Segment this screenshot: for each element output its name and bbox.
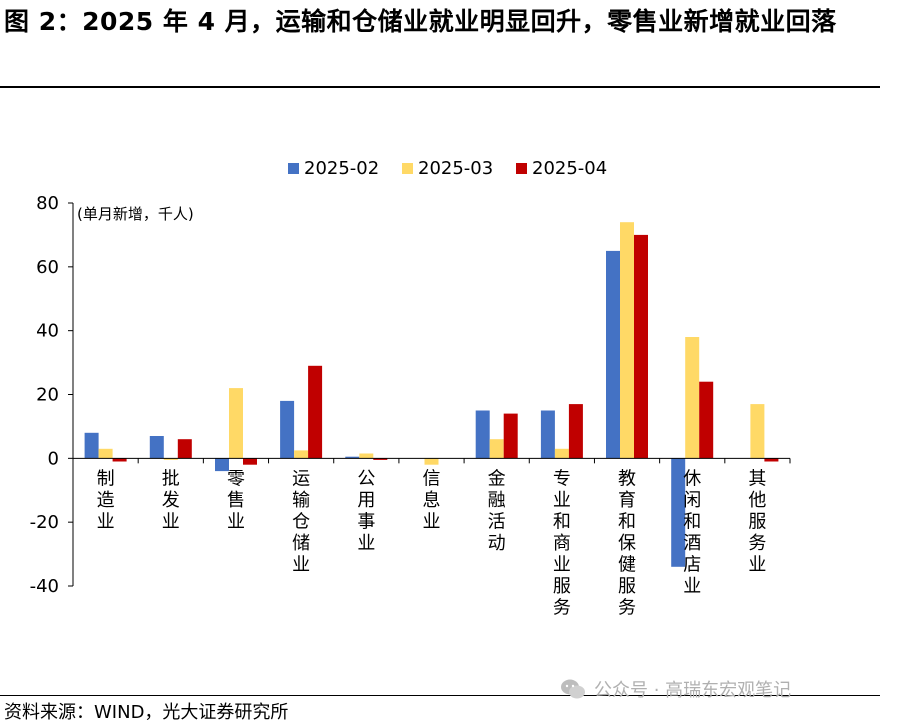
y-tick-label: 0: [48, 448, 59, 469]
category-label: 专业和商业服务: [553, 468, 571, 618]
watermark-text: 公众号 · 高瑞东宏观笔记: [594, 680, 792, 701]
bar-2025-03: [229, 388, 243, 459]
category-label: 公用事业: [357, 468, 375, 554]
bar-2025-04: [243, 458, 257, 465]
title-rule: [0, 86, 880, 88]
bar-2025-04: [634, 234, 648, 459]
bar-2025-04: [373, 458, 388, 460]
legend-label-2025-03: 2025-03: [418, 158, 493, 179]
bar-2025-04: [568, 404, 583, 459]
y-tick-label: 40: [36, 321, 59, 342]
bar-2025-02: [475, 410, 490, 459]
legend-swatch-2025-02: [288, 163, 299, 174]
category-label: 批发业: [162, 468, 180, 532]
category-label: 其他服务业: [748, 468, 766, 575]
category-label: 运输仓储业: [292, 468, 310, 575]
bar-2025-03: [489, 439, 504, 459]
legend-swatch-2025-04: [516, 163, 527, 174]
bar-2025-04: [308, 365, 323, 459]
legend-swatch-2025-03: [402, 163, 413, 174]
source-rule: [0, 695, 880, 696]
category-label: 信息业: [423, 468, 441, 532]
y-tick-label: 20: [36, 385, 59, 406]
bar-2025-02: [345, 456, 360, 459]
category-label: 金融活动: [488, 468, 506, 554]
bar-2025-02: [280, 400, 295, 459]
watermark: 公众号 · 高瑞东宏观笔记: [560, 676, 791, 702]
bar-2025-04: [699, 381, 714, 459]
category-label: 教育和保健服务: [618, 468, 636, 618]
bar-2025-03: [163, 458, 178, 460]
y-tick-label: 80: [36, 193, 59, 214]
source-note: 资料来源：WIND，光大证券研究所: [4, 702, 289, 723]
bar-2025-03: [424, 458, 439, 465]
bar-2025-03: [294, 450, 309, 459]
y-tick-label: -20: [30, 512, 59, 533]
bar-2025-04: [177, 439, 192, 459]
bar-2025-02: [606, 250, 620, 459]
bar-2025-02: [84, 432, 99, 459]
bar-2025-04: [764, 458, 779, 462]
wechat-icon: [561, 679, 585, 699]
bar-2025-03: [620, 222, 634, 459]
bar-2025-03: [750, 404, 765, 459]
y-tick-label: 60: [36, 257, 59, 278]
bar-2025-02: [149, 436, 164, 459]
bar-2025-02: [671, 458, 686, 567]
category-label: 休闲和酒店业: [683, 468, 701, 597]
bar-2025-03: [98, 448, 113, 459]
category-label: 零售业: [227, 468, 245, 532]
unit-label: (单月新增，千人): [77, 205, 194, 223]
bar-2025-03: [685, 337, 700, 459]
legend-label-2025-04: 2025-04: [532, 158, 607, 179]
bar-2025-04: [503, 413, 518, 459]
bar-2025-02: [215, 458, 229, 472]
category-label: 制造业: [97, 468, 115, 532]
y-tick-label: -40: [30, 576, 59, 597]
chart-title: 图 2：2025 年 4 月，运输和仓储业就业明显回升，零售业新增就业回落: [4, 7, 837, 36]
bar-2025-03: [359, 453, 374, 459]
legend-label-2025-02: 2025-02: [304, 158, 379, 179]
bar-2025-04: [112, 458, 127, 462]
bar-2025-02: [540, 410, 555, 459]
bar-2025-03: [554, 448, 569, 459]
